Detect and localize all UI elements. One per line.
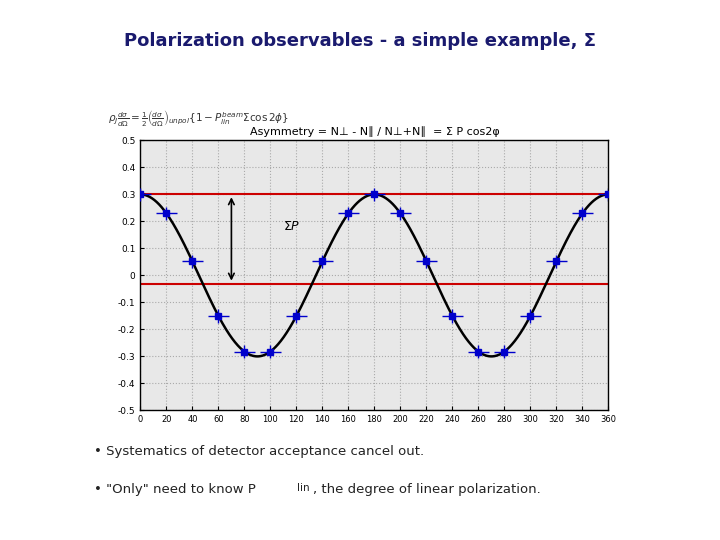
Title: Asymmetry = N⊥ - N∥ / N⊥+N∥  = Σ P cos2φ: Asymmetry = N⊥ - N∥ / N⊥+N∥ = Σ P cos2φ: [250, 126, 499, 137]
Text: lin: lin: [297, 483, 310, 494]
Text: • "Only" need to know P: • "Only" need to know P: [94, 483, 256, 496]
Text: , the degree of linear polarization.: , the degree of linear polarization.: [313, 483, 541, 496]
Text: $\rho_J \frac{d\sigma}{d\Omega} = \frac{1}{2}\left(\frac{d\sigma}{d\Omega}\right: $\rho_J \frac{d\sigma}{d\Omega} = \frac{…: [108, 108, 289, 128]
Text: Polarization observables - a simple example, Σ: Polarization observables - a simple exam…: [124, 32, 596, 50]
Text: • Systematics of detector acceptance cancel out.: • Systematics of detector acceptance can…: [94, 446, 424, 458]
Text: $\Sigma P$: $\Sigma P$: [284, 219, 301, 233]
